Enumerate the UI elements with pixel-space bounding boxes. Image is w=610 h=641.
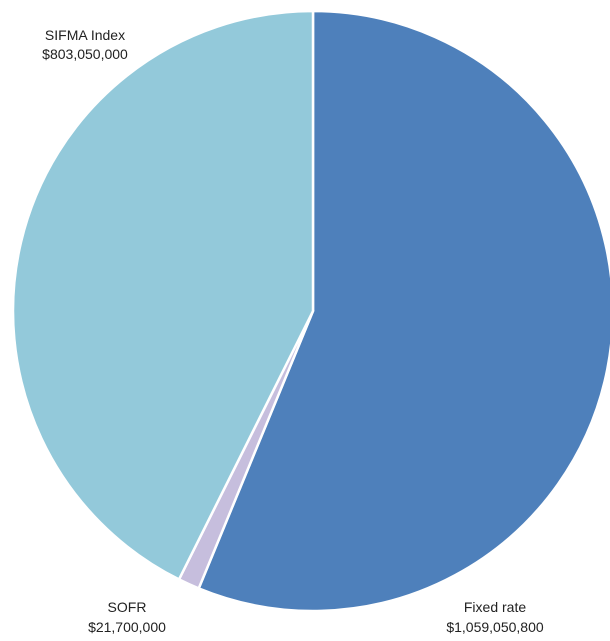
label-fixed-rate-value: $1,059,050,800 bbox=[446, 619, 544, 635]
pie-slice-fixed-rate bbox=[197, 9, 610, 613]
label-fixed-rate-name: Fixed rate bbox=[464, 599, 526, 615]
label-sifma-index: SIFMA Index $803,050,000 bbox=[42, 27, 128, 62]
label-sifma-index-name: SIFMA Index bbox=[45, 27, 125, 43]
label-sofr: SOFR $21,700,000 bbox=[88, 599, 166, 635]
label-sofr-value: $21,700,000 bbox=[88, 619, 166, 635]
label-sofr-name: SOFR bbox=[108, 599, 147, 615]
label-sifma-index-value: $803,050,000 bbox=[42, 46, 128, 62]
pie-slice-sifma-index bbox=[11, 9, 315, 581]
pie-slices bbox=[11, 9, 610, 613]
label-fixed-rate: Fixed rate $1,059,050,800 bbox=[446, 599, 544, 635]
